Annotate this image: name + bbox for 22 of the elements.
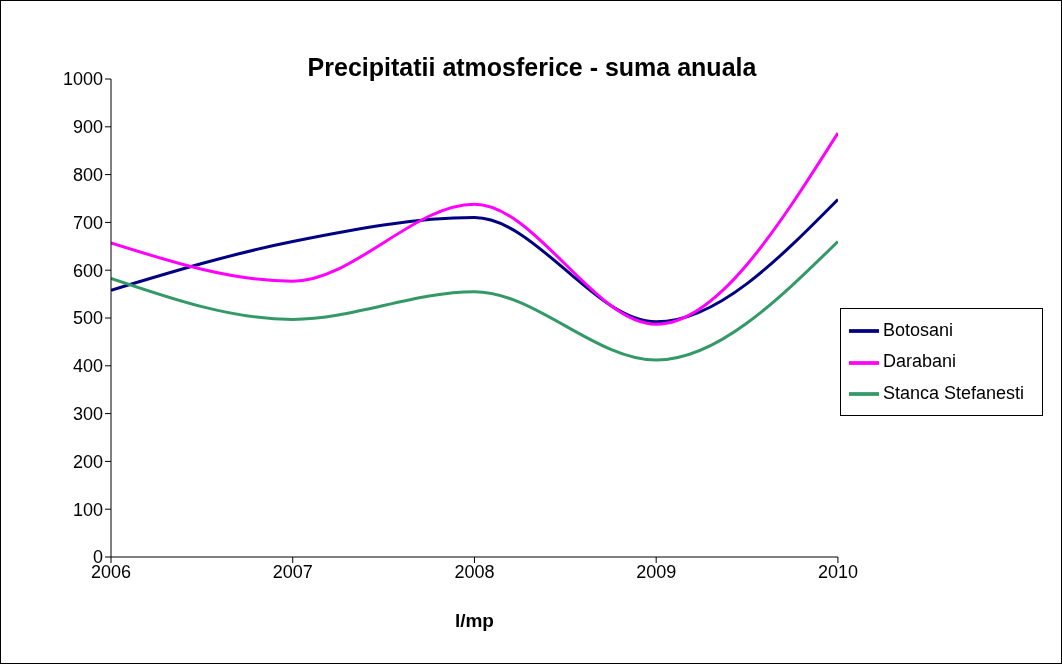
y-tick-label: 800 bbox=[72, 164, 103, 185]
x-tick-label: 2009 bbox=[636, 561, 677, 582]
chart-title: Precipitatii atmosferice - suma anuala bbox=[307, 53, 757, 81]
y-tick-label: 500 bbox=[72, 308, 103, 329]
y-tick-label: 300 bbox=[72, 403, 103, 424]
legend-label: Stanca Stefanesti bbox=[882, 382, 1024, 403]
y-tick-label: 900 bbox=[72, 117, 103, 138]
legend-label: Botosani bbox=[882, 320, 953, 341]
y-tick-label: 700 bbox=[72, 212, 103, 233]
x-tick-label: 2007 bbox=[272, 561, 313, 582]
x-tick-label: 2010 bbox=[817, 561, 858, 582]
y-tick-label: 400 bbox=[72, 356, 103, 377]
y-tick-label: 600 bbox=[72, 260, 103, 281]
y-tick-label: 1000 bbox=[62, 69, 103, 90]
legend-label: Darabani bbox=[882, 351, 956, 372]
line-series bbox=[111, 240, 838, 362]
x-tick-label: 2008 bbox=[454, 561, 495, 582]
line-series bbox=[111, 197, 838, 324]
y-tick-label: 200 bbox=[72, 451, 103, 472]
y-tick-label: 100 bbox=[72, 499, 103, 520]
x-axis-title: l/mp bbox=[454, 610, 494, 631]
line-series bbox=[111, 131, 838, 326]
